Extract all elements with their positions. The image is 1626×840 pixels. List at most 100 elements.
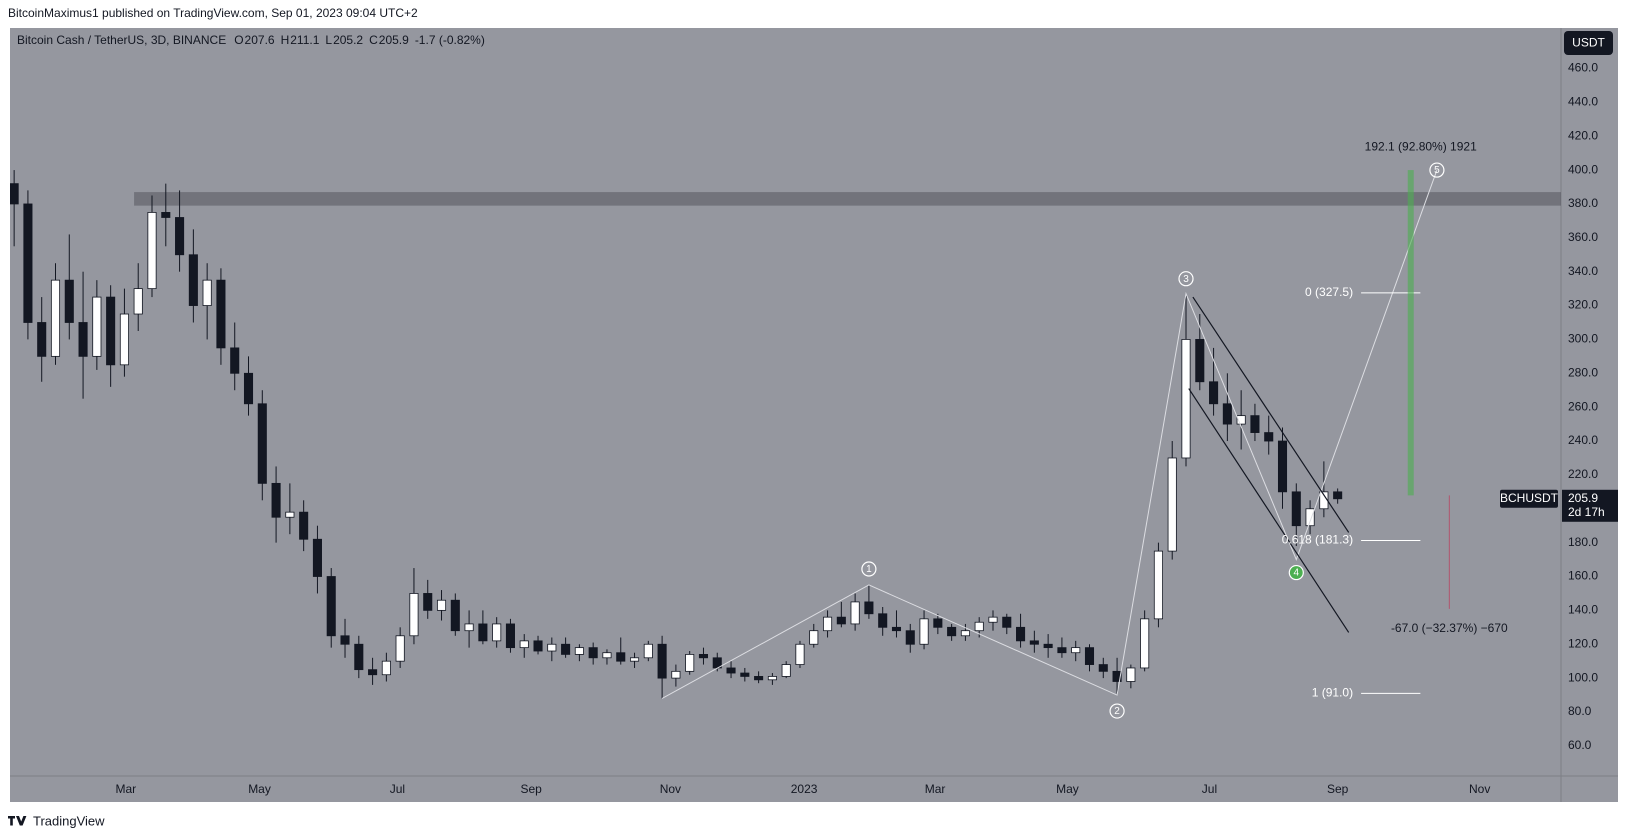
candle-body: [161, 212, 171, 218]
candle-body: [1126, 667, 1136, 682]
candle-body: [574, 647, 584, 655]
candle-body: [409, 593, 419, 637]
legend-key: L: [325, 33, 332, 47]
y-tick-label: 240.0: [1568, 433, 1598, 447]
wave-label: 1: [866, 564, 872, 575]
candle-body: [1140, 618, 1150, 669]
y-tick-label: 460.0: [1568, 61, 1598, 75]
candle-body: [1098, 664, 1108, 672]
candle-body: [809, 630, 819, 645]
wave-path: [661, 169, 1438, 699]
channel-line: [1188, 388, 1350, 633]
candle-body: [175, 217, 185, 256]
y-tick-label: 140.0: [1568, 603, 1598, 617]
candle-body: [947, 626, 957, 637]
candle-body: [436, 599, 447, 611]
symbol-tag-label: BCHUSDT: [1500, 491, 1559, 505]
candle-body: [505, 623, 515, 649]
candle-body: [519, 640, 529, 649]
candle-body: [685, 654, 695, 672]
candle-body: [547, 643, 557, 652]
candle-body: [1264, 432, 1274, 442]
candle-body: [891, 626, 902, 632]
x-tick-label: Jul: [390, 782, 405, 796]
legend-symbol: Bitcoin Cash / TetherUS, 3D, BINANCE: [17, 33, 226, 47]
candle-body: [1029, 640, 1039, 645]
x-tick-label: Mar: [115, 782, 136, 796]
candle-body: [1002, 616, 1012, 628]
y-tick-label: 120.0: [1568, 636, 1598, 650]
candle-body: [299, 511, 309, 540]
candle-body: [395, 635, 405, 662]
candle-body: [450, 599, 460, 632]
candle-body: [588, 647, 598, 659]
y-tick-label: 360.0: [1568, 230, 1598, 244]
candle-body: [106, 296, 116, 366]
candle-body: [1181, 339, 1191, 459]
y-tick-label: 260.0: [1568, 399, 1598, 413]
candle-body: [202, 279, 212, 306]
plot-area: [10, 169, 1561, 699]
candle-body: [974, 621, 984, 632]
y-tick-label: 60.0: [1568, 738, 1592, 752]
loss-label: -67.0 (−32.37%) −670: [1391, 621, 1508, 635]
candle-body: [933, 618, 943, 628]
candle-body: [423, 593, 433, 611]
candle-body: [216, 279, 226, 349]
candle-body: [602, 652, 612, 659]
y-tick-label: 320.0: [1568, 298, 1598, 312]
candle-body: [50, 279, 61, 357]
candle-body: [754, 676, 764, 681]
candle-body: [119, 313, 129, 366]
candle-body: [864, 601, 874, 615]
candle-body: [781, 664, 791, 677]
profit-label: 192.1 (92.80%) 1921: [1365, 139, 1477, 153]
candle-body: [630, 657, 640, 662]
candle-body: [740, 672, 750, 677]
candle-body: [1291, 491, 1301, 527]
candle-body: [698, 654, 709, 659]
wave-label: 2: [1114, 706, 1120, 717]
footer: TradingView: [33, 813, 105, 828]
candle-body: [243, 372, 254, 405]
y-tick-label: 340.0: [1568, 264, 1598, 278]
currency-button[interactable]: [1564, 31, 1613, 55]
wave-marker: [1178, 271, 1194, 287]
y-tick-label: 100.0: [1568, 670, 1598, 684]
x-tick-label: Jul: [1202, 782, 1217, 796]
candle-body: [671, 670, 681, 679]
legend-value: 205.9: [379, 33, 409, 47]
legend-key: O: [234, 33, 243, 47]
candle-body: [1153, 550, 1163, 620]
candle-body: [147, 212, 157, 290]
candle-body: [1305, 508, 1315, 527]
y-tick-label: 80.0: [1568, 704, 1592, 718]
y-tick-label: 440.0: [1568, 95, 1598, 109]
legend-key: C: [369, 33, 378, 47]
candle-body: [850, 601, 860, 625]
candle-body: [1222, 403, 1232, 425]
candle-body: [795, 643, 805, 665]
resistance-zone: [134, 192, 1561, 206]
currency-button-label[interactable]: USDT: [1572, 36, 1605, 50]
y-tick-label: 160.0: [1568, 569, 1598, 583]
candle-body: [960, 630, 970, 637]
y-tick-label: 280.0: [1568, 365, 1598, 379]
candle-body: [836, 616, 846, 625]
countdown-label: 2d 17h: [1568, 505, 1605, 519]
candle-body: [92, 296, 102, 357]
candle-body: [381, 660, 391, 676]
candle-body: [1277, 440, 1288, 493]
candle-body: [905, 630, 915, 645]
candle-body: [1084, 647, 1095, 665]
legend-value: 211.1: [290, 33, 319, 47]
candle-body: [1057, 647, 1067, 654]
profit-zone: [1407, 170, 1414, 496]
candle-body: [1250, 415, 1260, 433]
candle-body: [133, 288, 143, 315]
y-tick-label: 180.0: [1568, 535, 1598, 549]
x-tick-label: 2023: [791, 782, 818, 796]
price-tag-label: 205.9: [1568, 491, 1598, 505]
candle-body: [1195, 339, 1205, 383]
